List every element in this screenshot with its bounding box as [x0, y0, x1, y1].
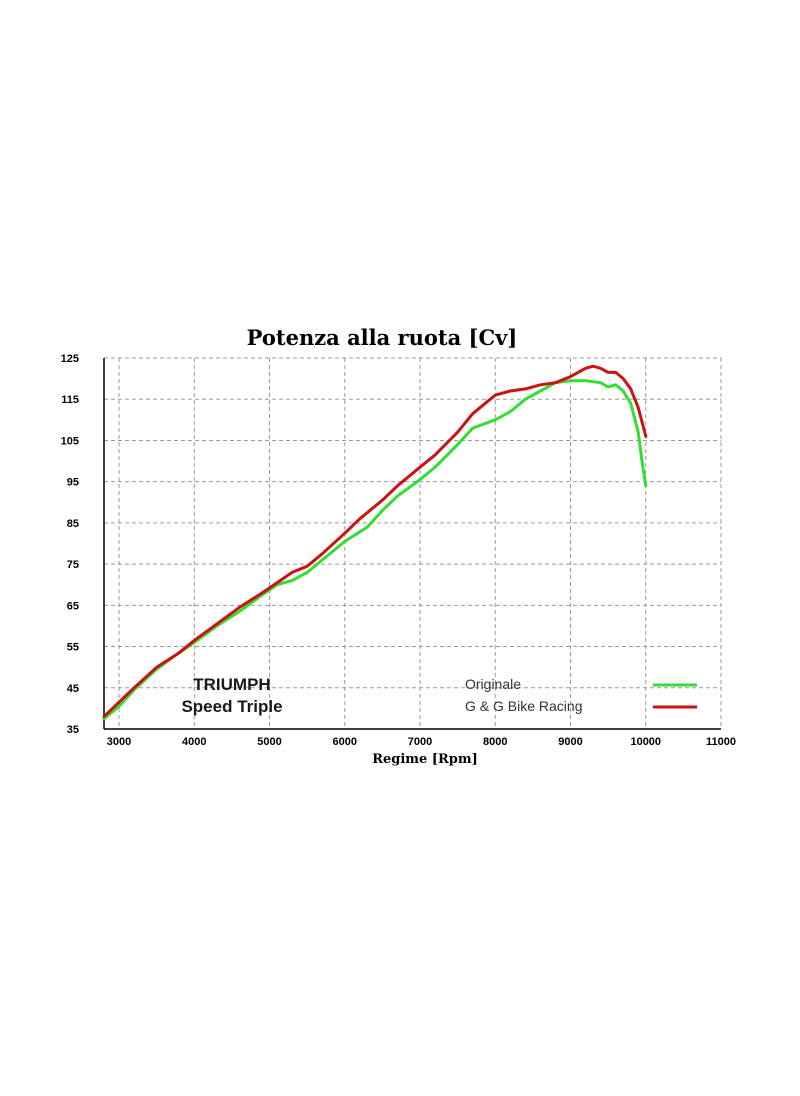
series-line-originale — [102, 379, 648, 721]
y-tick-label: 115 — [61, 394, 79, 406]
series-line-gg-bike-racing — [102, 364, 648, 719]
y-tick-label: 95 — [67, 477, 79, 489]
chart-title: Potenza alla ruota [Cv] — [247, 325, 518, 350]
series-layer — [102, 364, 648, 721]
y-tick-label: 85 — [67, 518, 79, 530]
x-tick-label: 8000 — [483, 736, 507, 748]
x-tick-label: 7000 — [408, 736, 432, 748]
grid-layer — [104, 357, 722, 729]
y-tick-label: 35 — [67, 724, 79, 736]
legend-label: G & G Bike Racing — [465, 698, 583, 714]
y-tick-label: 65 — [67, 600, 79, 612]
y-tick-label: 45 — [67, 683, 79, 695]
x-tick-label: 10000 — [630, 736, 661, 748]
y-tick-label: 125 — [61, 353, 79, 365]
x-tick-label: 3000 — [107, 736, 131, 748]
brand-name: TRIUMPH — [193, 675, 270, 694]
y-tick-label: 105 — [61, 435, 79, 447]
x-tick-label: 11000 — [706, 736, 736, 748]
y-tick-label: 75 — [67, 559, 79, 571]
axis-layer: 35 45 55 65 75 85 95 105 115 125 3000 4000 5000 6000 7… — [61, 353, 736, 748]
model-name: Speed Triple — [181, 697, 282, 716]
legend: Originale G & G Bike Racing — [465, 676, 697, 714]
y-tick-label: 55 — [67, 642, 79, 654]
annotation-layer: TRIUMPH Speed Triple — [181, 675, 282, 716]
x-tick-label: 5000 — [257, 736, 281, 748]
x-tick-label: 4000 — [182, 736, 206, 748]
x-tick-label: 9000 — [558, 736, 582, 748]
x-axis-label: Regime [Rpm] — [372, 752, 478, 767]
legend-label: Originale — [465, 676, 521, 692]
x-tick-label: 6000 — [333, 736, 357, 748]
